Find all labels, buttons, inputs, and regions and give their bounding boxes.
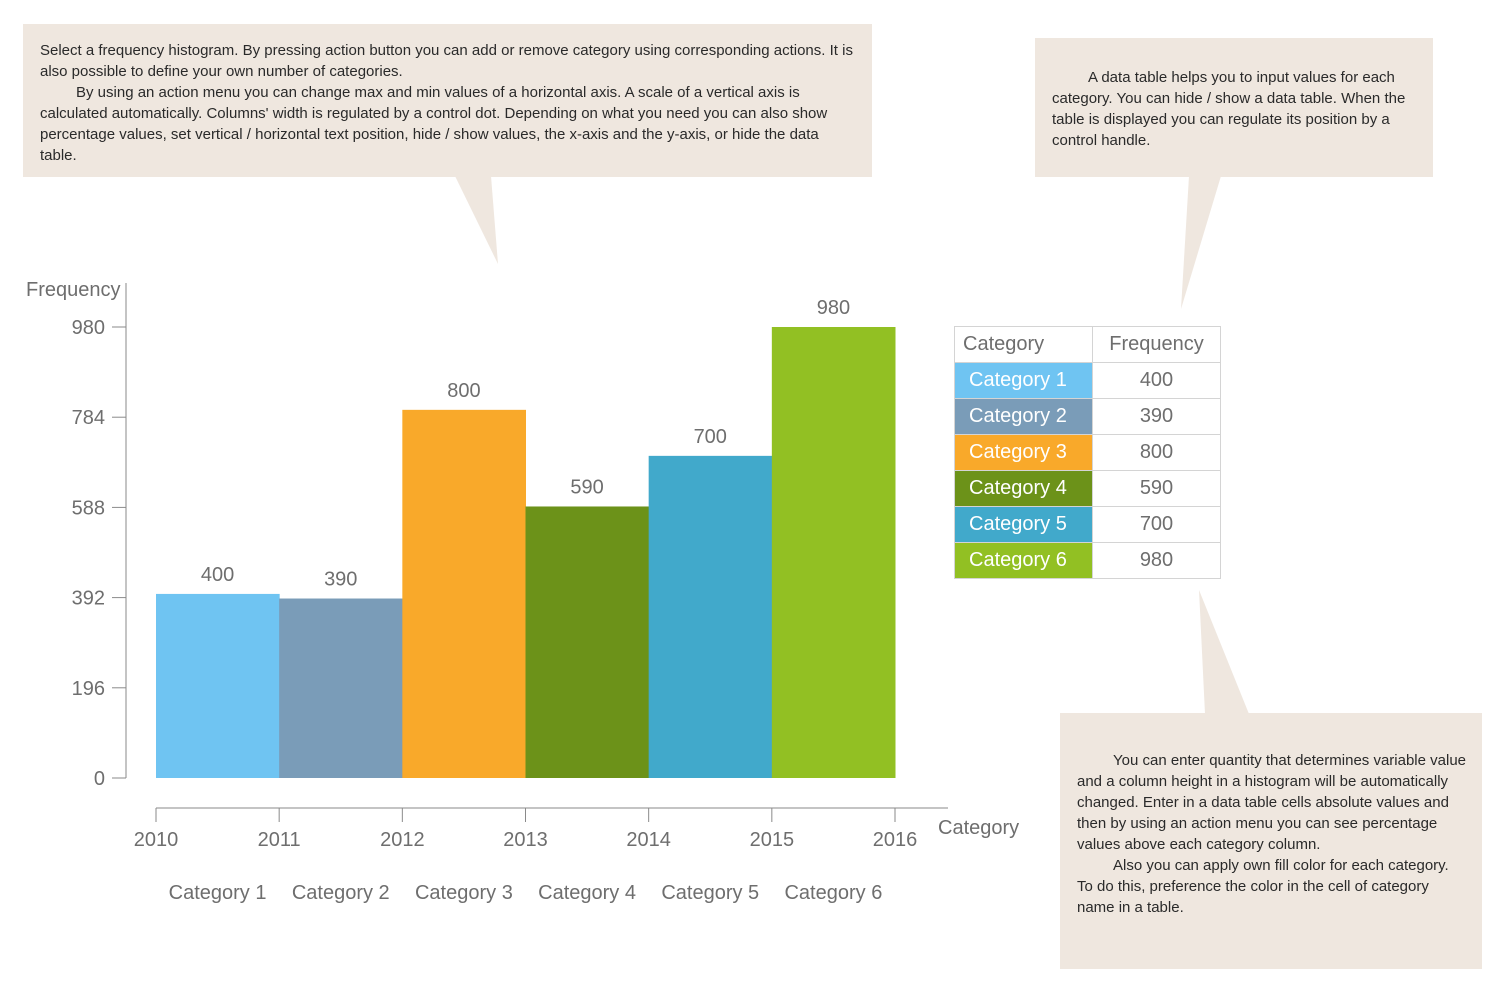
category-label: Category 2 bbox=[292, 882, 390, 904]
bar-category-1 bbox=[156, 593, 280, 778]
category-label: Category 1 bbox=[169, 882, 267, 904]
x-tick-label: 2014 bbox=[626, 829, 671, 851]
value-labels: 400 390 800 590 700 980 bbox=[201, 297, 850, 591]
quantity-callout: You can enter quantity that determines v… bbox=[1060, 713, 1482, 969]
data-table-callout-text: A data table helps you to input values f… bbox=[1052, 69, 1406, 149]
y-ticks: 0 196 392 588 784 980 bbox=[72, 317, 126, 790]
histogram-callout: Select a frequency histogram. By pressin… bbox=[23, 24, 872, 177]
value-label: 800 bbox=[447, 380, 480, 402]
x-tick-label: 2011 bbox=[258, 829, 301, 851]
table-row: Category 3 800 bbox=[954, 434, 1221, 471]
category-label: Category 3 bbox=[415, 882, 513, 904]
value-label: 390 bbox=[324, 569, 357, 591]
y-tick-label: 392 bbox=[72, 588, 105, 610]
table-header-category: Category bbox=[954, 326, 1093, 363]
quantity-callout-text-2: Also you can apply own fill color for ea… bbox=[1077, 857, 1449, 916]
x-axis-title: Category bbox=[938, 817, 1019, 839]
histogram-callout-text-2: By using an action menu you can change m… bbox=[40, 84, 828, 164]
y-tick-label: 980 bbox=[72, 317, 105, 339]
table-frequency-cell[interactable]: 700 bbox=[1092, 506, 1221, 543]
table-category-cell[interactable]: Category 5 bbox=[954, 506, 1093, 543]
table-category-cell[interactable]: Category 6 bbox=[954, 542, 1093, 579]
y-tick-label: 0 bbox=[94, 768, 105, 790]
table-frequency-cell[interactable]: 390 bbox=[1092, 398, 1221, 435]
table-row: Category 4 590 bbox=[954, 470, 1221, 507]
category-labels: Category 1 Category 2 Category 3 Category 4… bbox=[169, 882, 883, 904]
table-frequency-cell[interactable]: 590 bbox=[1092, 470, 1221, 507]
x-tick-label: 2013 bbox=[503, 829, 548, 851]
bar-category-2 bbox=[279, 598, 403, 778]
bars bbox=[156, 327, 896, 778]
table-header-row: Category Frequency bbox=[954, 326, 1221, 363]
table-category-cell[interactable]: Category 4 bbox=[954, 470, 1093, 507]
x-tick-label: 2010 bbox=[134, 829, 179, 851]
data-table: Category Frequency Category 1 400 Category… bbox=[954, 326, 1221, 579]
value-label: 400 bbox=[201, 564, 234, 586]
y-tick-label: 784 bbox=[72, 407, 105, 429]
table-row: Category 2 390 bbox=[954, 398, 1221, 435]
table-frequency-cell[interactable]: 800 bbox=[1092, 434, 1221, 471]
value-label: 700 bbox=[694, 426, 727, 448]
y-tick-label: 196 bbox=[72, 678, 105, 700]
quantity-callout-text-1: You can enter quantity that determines v… bbox=[1077, 752, 1467, 853]
table-category-cell[interactable]: Category 3 bbox=[954, 434, 1093, 471]
category-label: Category 6 bbox=[784, 882, 882, 904]
histogram-callout-text-1: Select a frequency histogram. By pressin… bbox=[40, 42, 853, 80]
bar-category-3 bbox=[402, 409, 526, 778]
category-label: Category 5 bbox=[661, 882, 759, 904]
table-row: Category 1 400 bbox=[954, 362, 1221, 399]
data-table-callout: A data table helps you to input values f… bbox=[1035, 38, 1433, 177]
x-edge-ticks: 2010 2011 2012 2013 2014 2015 2016 bbox=[134, 808, 918, 851]
table-row: Category 6 980 bbox=[954, 542, 1221, 579]
table-header-frequency: Frequency bbox=[1092, 326, 1221, 363]
value-label: 980 bbox=[817, 297, 850, 319]
x-tick-label: 2015 bbox=[750, 829, 795, 851]
y-axis-title: Frequency bbox=[26, 279, 121, 301]
table-frequency-cell[interactable]: 400 bbox=[1092, 362, 1221, 399]
table-row: Category 5 700 bbox=[954, 506, 1221, 543]
bar-category-5 bbox=[648, 455, 773, 778]
table-frequency-cell[interactable]: 980 bbox=[1092, 542, 1221, 579]
y-tick-label: 588 bbox=[72, 497, 105, 519]
bar-category-6 bbox=[771, 327, 896, 778]
x-tick-label: 2012 bbox=[380, 829, 425, 851]
category-label: Category 4 bbox=[538, 882, 636, 904]
bar-category-4 bbox=[525, 506, 650, 778]
value-label: 590 bbox=[570, 476, 603, 498]
x-tick-label: 2016 bbox=[873, 829, 918, 851]
table-category-cell[interactable]: Category 1 bbox=[954, 362, 1093, 399]
table-category-cell[interactable]: Category 2 bbox=[954, 398, 1093, 435]
